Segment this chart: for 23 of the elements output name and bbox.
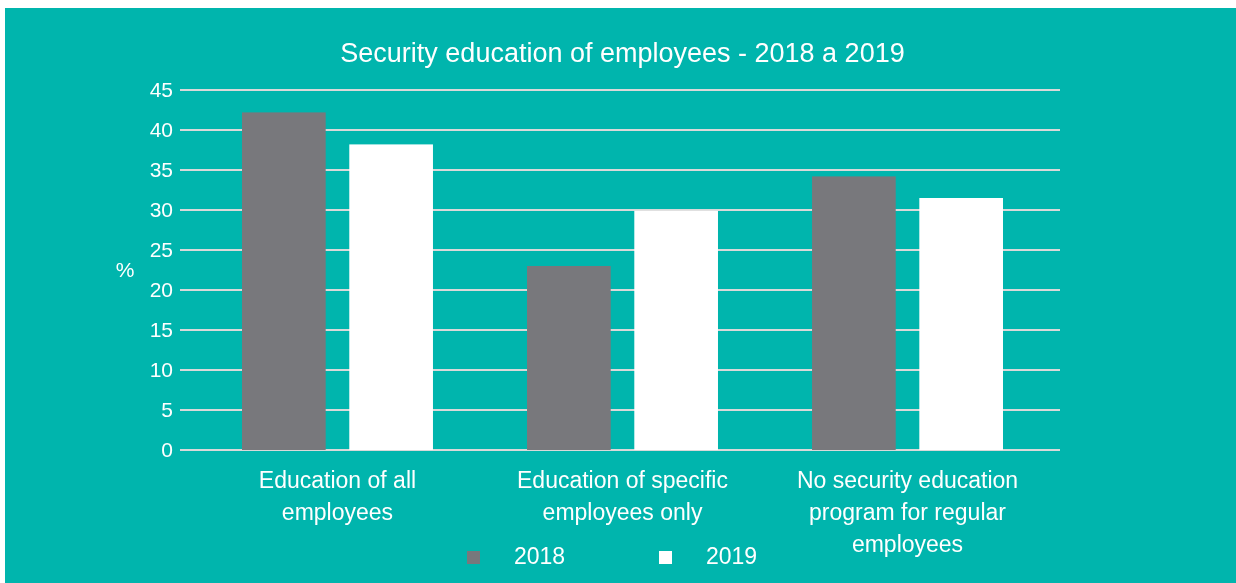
y-tick-label: 20: [149, 278, 173, 302]
bar: [242, 112, 326, 450]
legend-label: 2018: [514, 543, 566, 569]
bar: [527, 266, 611, 450]
bar: [349, 144, 433, 450]
chart-title: Security education of employees - 2018 a 2019: [340, 38, 905, 68]
bar: [812, 176, 896, 450]
y-tick-label: 45: [149, 78, 173, 102]
y-tick-label: 15: [149, 318, 173, 342]
legend-label: 2019: [706, 543, 758, 569]
y-tick-label: 5: [161, 398, 173, 422]
bar: [634, 210, 718, 450]
x-tick-label: No security education program for regular employees: [796, 467, 1019, 557]
bar: [919, 198, 1003, 450]
x-tick-label: Education of specific employees only: [517, 467, 728, 525]
y-axis-title: %: [115, 258, 135, 282]
y-tick-label: 35: [149, 158, 173, 182]
y-tick-label: 0: [161, 438, 173, 462]
y-tick-label: 10: [149, 358, 173, 382]
y-tick-label: 25: [149, 238, 173, 262]
y-tick-label: 40: [149, 118, 173, 142]
x-tick-label: Education of all employees: [258, 467, 417, 525]
y-tick-label: 30: [149, 198, 173, 222]
